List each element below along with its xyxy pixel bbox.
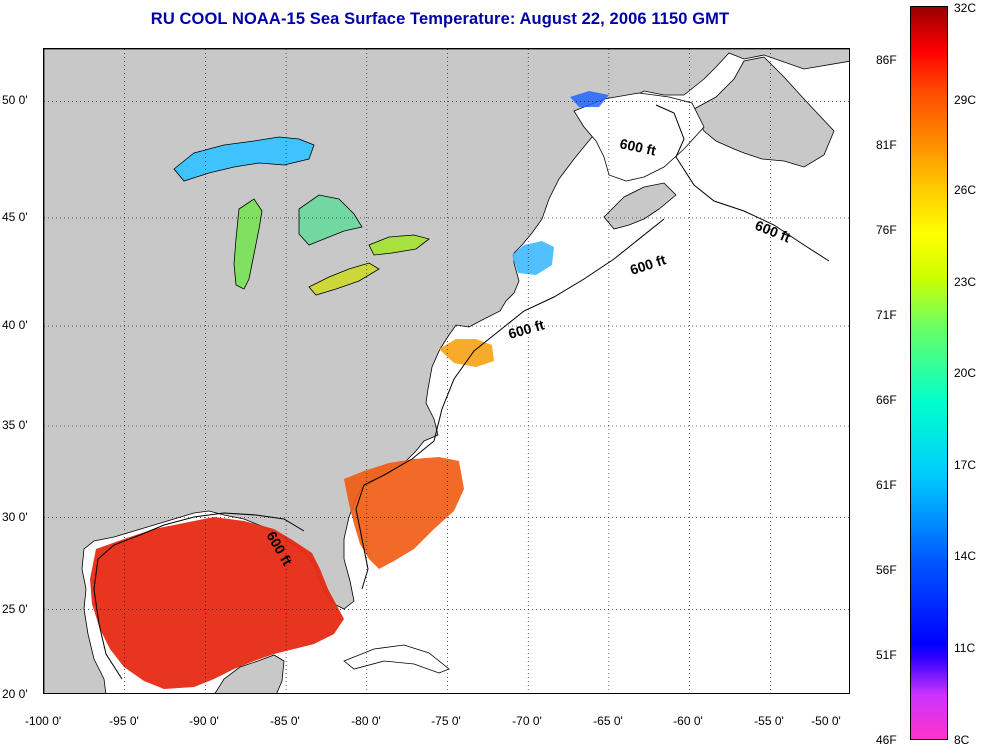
- colorbar-f-label: 76F: [876, 223, 897, 237]
- lon-tick: -100 0': [24, 714, 62, 728]
- lon-tick: -85 0': [270, 714, 300, 728]
- lon-tick: -80 0': [351, 714, 381, 728]
- colorbar-f-label: 56F: [876, 563, 897, 577]
- lon-tick: -70 0': [512, 714, 542, 728]
- lat-tick: 20 0': [2, 687, 28, 701]
- colorbar-c-label: 8C: [954, 733, 970, 747]
- colorbar-c-label: 17C: [954, 458, 977, 472]
- st-lawrence-sst: [570, 91, 609, 107]
- map-grid: [44, 49, 849, 693]
- colorbar-c-label: 26C: [954, 183, 977, 197]
- lat-tick: 45 0': [2, 210, 28, 224]
- gulf-st-lawrence: [573, 92, 705, 182]
- colorbar-c-label: 32C: [954, 1, 977, 15]
- colorbar-f-label: 86F: [876, 53, 897, 67]
- colorbar-f-label: 46F: [876, 733, 897, 747]
- map-title: RU COOL NOAA-15 Sea Surface Temperature:…: [150, 10, 730, 28]
- colorbar-c-label: 11C: [954, 641, 976, 655]
- nova-scotia-land: [603, 182, 677, 230]
- colorbar-f-label: 61F: [876, 478, 897, 492]
- lat-tick: 25 0': [2, 602, 28, 616]
- gulf-stream-sst: [344, 457, 464, 569]
- depth-contour-600ft: [93, 104, 830, 680]
- cuba-land: [343, 644, 450, 674]
- lon-tick: -50 0': [811, 714, 841, 728]
- lon-tick: -55 0': [754, 714, 784, 728]
- lon-tick: -65 0': [593, 714, 623, 728]
- colorbar-f-label: 81F: [876, 138, 897, 152]
- temperature-colorbar: [910, 6, 948, 740]
- lat-tick: 50 0': [2, 93, 28, 107]
- lon-tick: -95 0': [109, 714, 139, 728]
- contour-label-1: 600 ft: [618, 135, 657, 158]
- gulf-of-maine-sst: [512, 241, 554, 275]
- lon-tick: -60 0': [673, 714, 703, 728]
- colorbar-f-label: 66F: [876, 393, 897, 407]
- lon-tick: -75 0': [431, 714, 461, 728]
- colorbar-f-label: 71F: [876, 308, 897, 322]
- lat-tick: 40 0': [2, 318, 28, 332]
- lat-tick: 35 0': [2, 418, 28, 432]
- gulf-of-mexico-sst: [90, 517, 344, 689]
- newfoundland-land: [693, 56, 835, 168]
- colorbar-c-label: 20C: [954, 366, 977, 380]
- colorbar-f-label: 51F: [876, 648, 897, 662]
- lon-tick: -90 0': [189, 714, 219, 728]
- colorbar-c-label: 29C: [954, 93, 977, 107]
- colorbar-c-label: 14C: [954, 549, 977, 563]
- colorbar-c-label: 23C: [954, 275, 977, 289]
- yucatan-land: [214, 654, 285, 693]
- lat-tick: 30 0': [2, 510, 28, 524]
- great-lakes: [173, 136, 430, 296]
- sst-map: 600 ft 600 ft 600 ft 600 ft 600 ft: [43, 48, 850, 694]
